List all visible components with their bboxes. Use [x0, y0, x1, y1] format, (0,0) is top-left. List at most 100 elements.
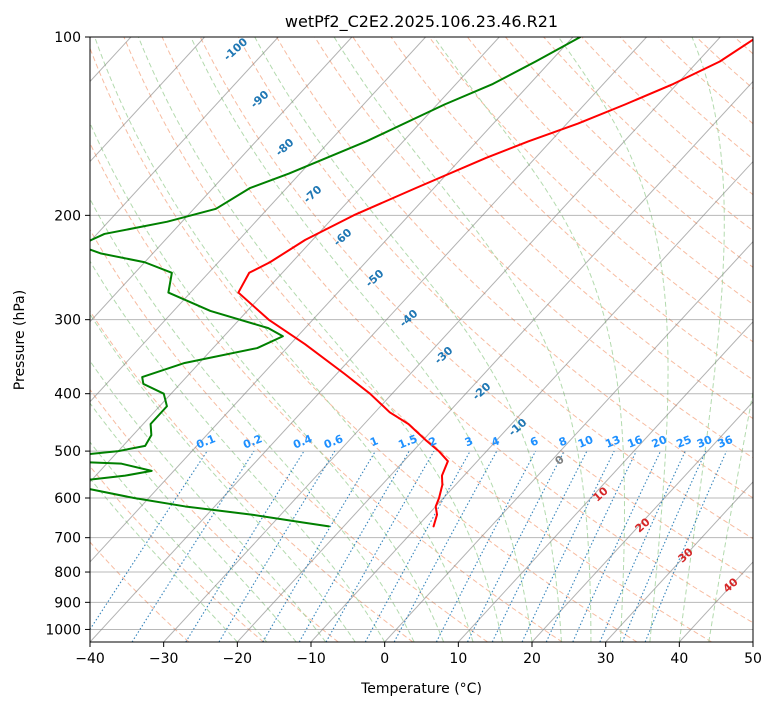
moist-adiabat — [433, 37, 626, 642]
mixing-ratio-line — [298, 450, 410, 642]
mixing-ratio-line — [644, 450, 728, 642]
dry-adiabat — [276, 37, 753, 499]
y-tick-label: 700 — [54, 531, 81, 547]
moist-adiabat — [190, 37, 533, 642]
isotherm — [90, 37, 426, 403]
dry-adiabat — [123, 37, 712, 642]
mixing-ratio-line — [572, 450, 662, 642]
y-tick-label: 300 — [54, 313, 81, 329]
dry-adiabat — [90, 465, 264, 642]
mixing-ratio-line — [90, 450, 208, 631]
dewpoint-profile-line — [90, 37, 582, 528]
isotherm — [90, 37, 279, 243]
isotherm — [90, 37, 500, 483]
mixing-ratio-line — [262, 450, 376, 642]
dry-adiabat — [466, 37, 753, 305]
mixing-ratio-label: 36 — [716, 433, 735, 451]
plot-frame — [89, 36, 754, 643]
moist-adiabat — [708, 389, 753, 642]
moist-adiabat — [90, 477, 238, 642]
mixing-ratio-line — [491, 450, 588, 642]
isotherm — [90, 37, 647, 642]
moist-adiabat — [678, 37, 725, 642]
isotherm — [605, 481, 753, 642]
dry-adiabat — [352, 37, 753, 420]
y-tick-label: 800 — [54, 565, 81, 581]
mixing-ratio-line — [521, 450, 615, 642]
moist-adiabat — [90, 313, 356, 642]
data-series — [90, 37, 753, 528]
y-tick-label: 1000 — [45, 622, 81, 638]
moist-adiabat — [254, 37, 562, 642]
isotherm — [90, 37, 205, 163]
mixing-ratio-label: 20 — [650, 433, 669, 451]
mixing-ratio-line — [325, 450, 435, 642]
mixing-ratio-line — [393, 450, 498, 642]
mixing-ratio-line — [467, 450, 565, 642]
dry-adiabat — [90, 310, 414, 642]
x-tick-label: 10 — [449, 651, 467, 667]
y-tick-label: 200 — [54, 208, 81, 224]
mixing-ratio-label: 8 — [557, 434, 569, 449]
moist-adiabat — [90, 402, 297, 642]
isotherm — [163, 37, 721, 642]
x-tick-label: 40 — [670, 651, 688, 667]
dry-adiabat — [390, 37, 753, 381]
moist-adiabat — [137, 37, 504, 642]
dry-adiabat — [90, 46, 638, 642]
moist-adiabat — [558, 37, 669, 642]
y-tick-label: 500 — [54, 444, 81, 460]
mixing-ratio-label: 13 — [603, 433, 622, 451]
mixing-ratio-label: 30 — [695, 433, 714, 451]
line-labels: 0.1 0.2 0.4 0.6 1 1.5 2 3 4 6 8 10 13 16 20 25 30 36-100-… — [194, 35, 741, 595]
moist-adiabat — [90, 441, 268, 642]
x-tick-label: 20 — [523, 651, 541, 667]
x-tick-label: −20 — [223, 651, 253, 667]
x-axis-label: Temperature (°C) — [360, 681, 482, 697]
y-tick-label: 900 — [54, 595, 81, 611]
chart-title: wetPf2_C2E2.2025.106.23.46.R21 — [285, 12, 558, 32]
mixing-ratio-label: 25 — [674, 433, 693, 451]
y-tick-label: 600 — [54, 491, 81, 507]
dry-adiabat — [161, 37, 753, 624]
y-axis-ticks: 100 200 300 400 500 600 700 800 900 1000 — [45, 30, 90, 638]
mixing-ratio-line — [218, 450, 336, 642]
moist-adiabat — [333, 37, 592, 642]
temperature-profile-line — [237, 38, 753, 528]
y-tick-label: 400 — [54, 387, 81, 403]
mixing-ratio-label: 16 — [625, 433, 644, 451]
dry-adiabat — [90, 142, 563, 642]
moist-adiabat — [90, 260, 386, 642]
mixing-ratio-label: 10 — [576, 433, 595, 451]
x-tick-label: 0 — [380, 651, 389, 667]
isotherm — [531, 401, 753, 642]
x-axis-ticks: −40 −30 −20 −10 0 10 20 30 40 50 — [75, 642, 762, 667]
isotherm — [384, 240, 753, 642]
isotherm — [457, 320, 753, 642]
dry-adiabat — [199, 37, 753, 581]
moist-adiabat — [94, 37, 474, 642]
x-tick-label: 30 — [597, 651, 615, 667]
x-tick-label: −30 — [149, 651, 179, 667]
mixing-ratio-label: 3 — [463, 434, 475, 449]
mixing-ratio-label: 2 — [427, 434, 439, 449]
dry-adiabat — [237, 37, 753, 540]
x-tick-label: 50 — [744, 651, 762, 667]
isotherm — [90, 37, 353, 323]
mixing-ratio-line — [131, 450, 255, 642]
y-tick-label: 100 — [54, 30, 81, 46]
mixing-ratio-line — [364, 450, 471, 642]
y-axis-label: Pressure (hPa) — [12, 290, 28, 390]
mixing-ratio-line — [435, 450, 537, 642]
x-tick-label: −10 — [296, 651, 326, 667]
isotherm — [310, 160, 753, 642]
isotherm — [90, 37, 574, 563]
moist-adiabat — [90, 121, 445, 642]
mixing-ratio-line — [545, 450, 637, 642]
isotherm — [236, 80, 753, 642]
mixing-ratio-label: 1 — [368, 434, 380, 449]
mixing-ratio-line — [599, 450, 686, 642]
background-lines — [90, 37, 753, 642]
x-tick-label: −40 — [75, 651, 105, 667]
